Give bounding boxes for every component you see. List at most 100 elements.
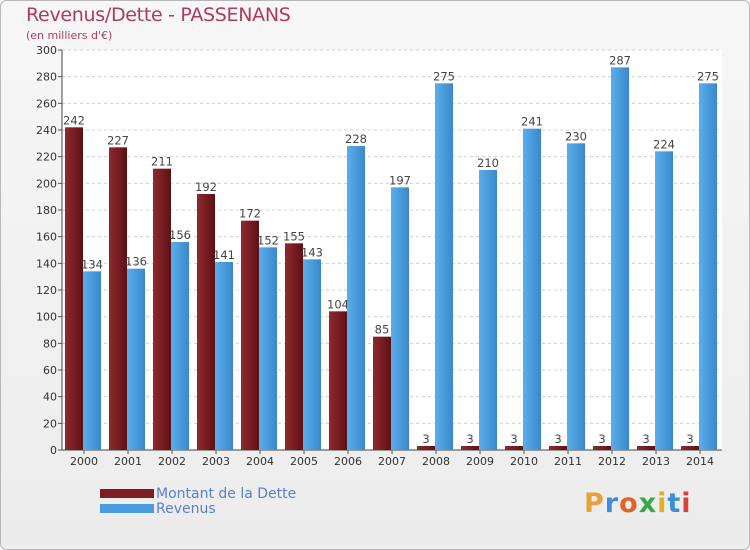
y-tick-label: 180	[36, 204, 57, 217]
x-tick-label: 2004	[246, 455, 274, 468]
data-label-revenus: 156	[169, 228, 191, 242]
bar-dette	[109, 147, 127, 451]
bar-dette	[681, 446, 699, 450]
bar-revenus	[303, 259, 321, 450]
bar-revenus	[699, 83, 717, 450]
y-tick-label: 100	[36, 311, 57, 324]
data-label-dette: 3	[466, 432, 473, 446]
data-label-dette: 242	[63, 113, 85, 127]
y-tick-label: 240	[36, 124, 57, 137]
x-tick-label: 2011	[554, 455, 582, 468]
data-label-revenus: 275	[697, 69, 719, 83]
x-tick-label: 2005	[290, 455, 318, 468]
data-label-revenus: 134	[81, 257, 103, 271]
data-label-revenus: 143	[301, 245, 323, 259]
data-label-revenus: 210	[477, 156, 499, 170]
x-tick-label: 2009	[466, 455, 494, 468]
bar-dette	[285, 243, 303, 450]
logo-letter: x	[638, 488, 658, 519]
y-tick-label: 220	[36, 151, 57, 164]
data-label-dette: 211	[151, 155, 173, 169]
proxiti-logo: Proxiti	[584, 488, 692, 519]
bar-dette	[549, 446, 567, 450]
data-label-dette: 3	[598, 432, 605, 446]
y-tick-label: 80	[43, 337, 57, 350]
data-label-revenus: 152	[257, 233, 279, 247]
data-label-dette: 192	[195, 180, 217, 194]
y-tick-label: 40	[43, 391, 57, 404]
legend-item-revenus: Revenus	[100, 501, 340, 517]
logo-letter: o	[619, 488, 639, 519]
data-label-revenus: 228	[345, 132, 367, 146]
x-tick-label: 2014	[686, 455, 714, 468]
bar-revenus	[171, 242, 189, 450]
bar-revenus	[611, 67, 629, 450]
data-label-dette: 227	[107, 133, 129, 147]
y-tick-label: 60	[43, 364, 57, 377]
data-label-dette: 172	[239, 207, 261, 221]
bar-dette	[197, 194, 215, 450]
data-label-revenus: 136	[125, 255, 147, 269]
bar-dette	[65, 127, 83, 450]
bar-dette	[417, 446, 435, 450]
bar-dette	[241, 220, 259, 450]
y-tick-label: 280	[36, 71, 57, 84]
y-tick-label: 120	[36, 284, 57, 297]
data-label-revenus: 241	[521, 115, 543, 129]
bar-revenus	[259, 247, 277, 450]
x-tick-label: 2001	[114, 455, 142, 468]
bar-dette	[505, 446, 523, 450]
data-label-revenus: 287	[609, 53, 631, 67]
x-tick-label: 2002	[158, 455, 186, 468]
y-tick-label: 200	[36, 177, 57, 190]
x-tick-label: 2003	[202, 455, 230, 468]
bar-dette	[637, 446, 655, 450]
data-label-revenus: 141	[213, 248, 235, 262]
x-tick-label: 2000	[70, 455, 98, 468]
bar-dette	[373, 336, 391, 450]
bar-revenus	[435, 83, 453, 450]
bar-dette	[329, 311, 347, 450]
logo-letter: i	[681, 488, 692, 519]
logo-letter: r	[604, 488, 620, 519]
legend-swatch-revenus	[100, 504, 154, 513]
y-tick-label: 0	[50, 444, 57, 457]
x-tick-label: 2007	[378, 455, 406, 468]
data-label-dette: 85	[375, 323, 390, 337]
data-label-dette: 3	[642, 432, 649, 446]
bar-dette	[593, 446, 611, 450]
data-label-dette: 3	[510, 432, 517, 446]
logo-letter: i	[657, 488, 668, 519]
x-tick-label: 2012	[598, 455, 626, 468]
data-label-dette: 3	[554, 432, 561, 446]
bar-revenus	[347, 146, 365, 450]
bar-dette	[153, 168, 171, 450]
bar-revenus	[391, 187, 409, 451]
bar-revenus	[215, 262, 233, 450]
y-tick-label: 260	[36, 97, 57, 110]
x-tick-label: 2010	[510, 455, 538, 468]
legend-item-dette: Montant de la Dette	[100, 486, 340, 502]
data-label-revenus: 230	[565, 129, 587, 143]
legend-label-revenus: Revenus	[156, 501, 216, 517]
y-tick-label: 160	[36, 231, 57, 244]
x-tick-label: 2006	[334, 455, 362, 468]
x-tick-label: 2013	[642, 455, 670, 468]
data-label-dette: 104	[327, 297, 349, 311]
data-label-dette: 3	[686, 432, 693, 446]
legend-label-dette: Montant de la Dette	[156, 486, 297, 502]
bar-revenus	[523, 128, 541, 450]
data-label-dette: 3	[422, 432, 429, 446]
data-label-revenus: 224	[653, 137, 675, 151]
logo-letter: t	[667, 488, 682, 519]
bar-revenus	[479, 170, 497, 450]
bar-dette	[461, 446, 479, 450]
data-label-revenus: 197	[389, 173, 411, 187]
y-tick-label: 140	[36, 257, 57, 270]
bar-revenus	[567, 143, 585, 451]
x-tick-label: 2008	[422, 455, 450, 468]
data-label-revenus: 275	[433, 69, 455, 83]
bar-revenus	[655, 151, 673, 451]
chart-title: Revenus/Dette - PASSENANS	[26, 4, 291, 26]
